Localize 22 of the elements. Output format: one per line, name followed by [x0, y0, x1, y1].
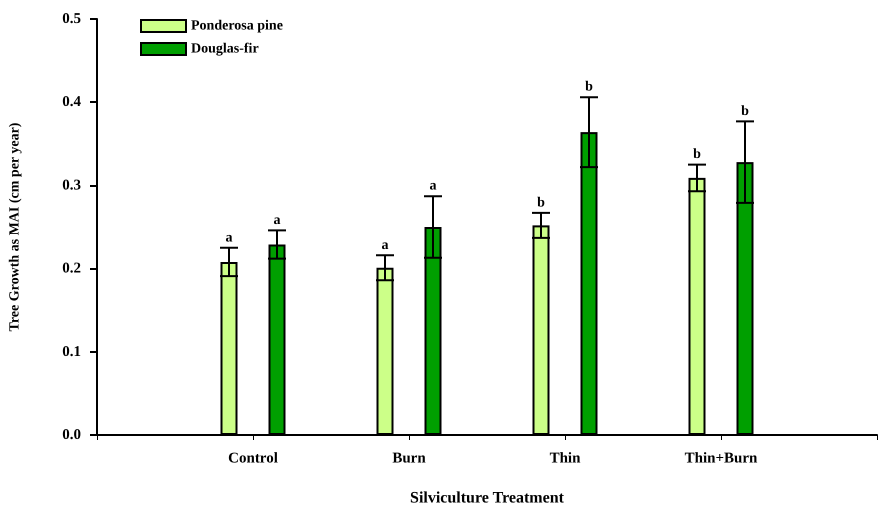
- data-label: b: [741, 104, 750, 119]
- y-tick-label: 0.1: [62, 344, 81, 360]
- legend-label: Douglas-fir: [191, 42, 259, 56]
- data-label: a: [226, 230, 232, 246]
- x-axis-title: Silviculture Treatment: [410, 490, 565, 506]
- y-tick-label: 0.0: [62, 427, 81, 443]
- x-tick-label: Thin+Burn: [684, 450, 758, 466]
- y-tick-label: 0.5: [62, 11, 81, 27]
- y-tick-label: 0.4: [62, 94, 82, 110]
- data-label: a: [274, 212, 280, 228]
- y-tick-label: 0.2: [62, 260, 81, 277]
- data-label: b: [585, 80, 594, 95]
- data-label: b: [537, 195, 546, 210]
- y-axis-title: Tree Growth as MAI (cm per year): [8, 122, 22, 332]
- data-label: a: [430, 178, 436, 194]
- x-tick-label: Thin: [550, 450, 582, 466]
- x-tick-label: Burn: [392, 450, 426, 466]
- data-label: a: [382, 238, 388, 253]
- data-label: b: [693, 147, 702, 162]
- legend-label: Ponderosa pine: [191, 18, 283, 34]
- y-tick-label: 0.3: [62, 177, 81, 194]
- x-tick-label: Control: [228, 450, 278, 466]
